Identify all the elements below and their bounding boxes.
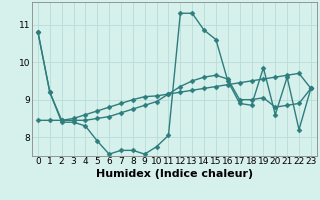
X-axis label: Humidex (Indice chaleur): Humidex (Indice chaleur): [96, 169, 253, 179]
